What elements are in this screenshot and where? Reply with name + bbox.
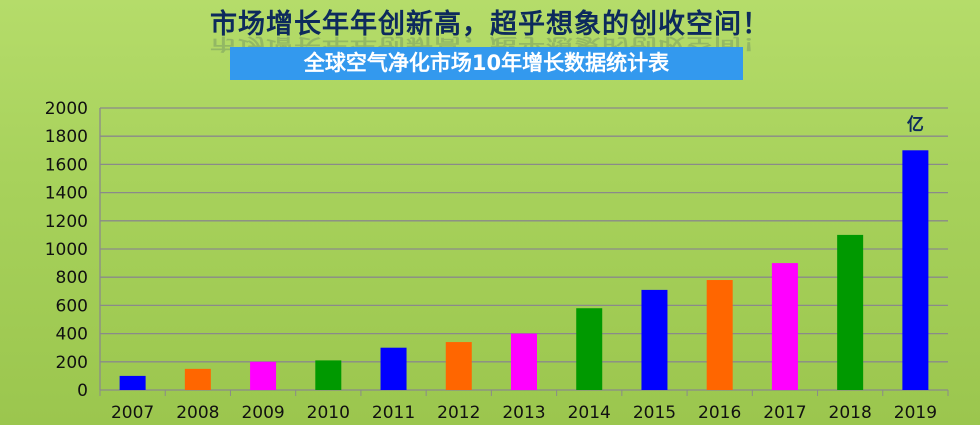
unit-label: 亿: [907, 114, 924, 135]
x-tick-label: 2011: [372, 403, 415, 423]
y-tick-label: 800: [56, 268, 88, 288]
bar-2013: [511, 333, 537, 390]
x-tick-label: 2017: [763, 403, 806, 423]
x-tick-label: 2010: [307, 403, 350, 423]
x-tick-label: 2019: [894, 403, 937, 423]
x-tick-label: 2018: [829, 403, 872, 423]
x-tick-label: 2015: [633, 403, 676, 423]
bar-2016: [706, 280, 733, 390]
y-tick-label: 1600: [45, 155, 88, 175]
y-tick-label: 2000: [45, 99, 88, 119]
x-tick-label: 2009: [241, 403, 284, 423]
bar-2017: [771, 263, 798, 390]
x-tick-label: 2007: [111, 403, 154, 423]
y-tick-label: 0: [77, 381, 88, 401]
chart-title: 全球空气净化市场10年增长数据统计表: [230, 47, 743, 80]
y-tick-label: 400: [56, 325, 88, 345]
bar-2015: [641, 289, 668, 390]
x-tick-label: 2008: [176, 403, 219, 423]
bar-2011: [380, 347, 407, 390]
y-tick-label: 1000: [45, 240, 88, 260]
y-tick-label: 1200: [45, 212, 88, 232]
bar-2010: [315, 360, 342, 390]
bar-2008: [184, 368, 211, 390]
x-tick-label: 2016: [698, 403, 741, 423]
bar-2014: [576, 308, 603, 390]
y-tick-label: 600: [56, 296, 88, 316]
y-tick-label: 1800: [45, 127, 88, 147]
y-tick-label: 200: [56, 353, 88, 373]
bar-2018: [837, 234, 864, 390]
page-headline: 市场增长年年创新高，超乎想象的创收空间！: [210, 9, 770, 40]
x-tick-label: 2014: [568, 403, 611, 423]
bar-2019: [902, 150, 929, 390]
bar-2007: [119, 375, 146, 390]
x-tick-label: 2012: [437, 403, 480, 423]
y-tick-label: 1400: [45, 184, 88, 204]
bar-2009: [250, 361, 277, 390]
x-tick-label: 2013: [502, 403, 545, 423]
bar-2012: [445, 342, 472, 390]
